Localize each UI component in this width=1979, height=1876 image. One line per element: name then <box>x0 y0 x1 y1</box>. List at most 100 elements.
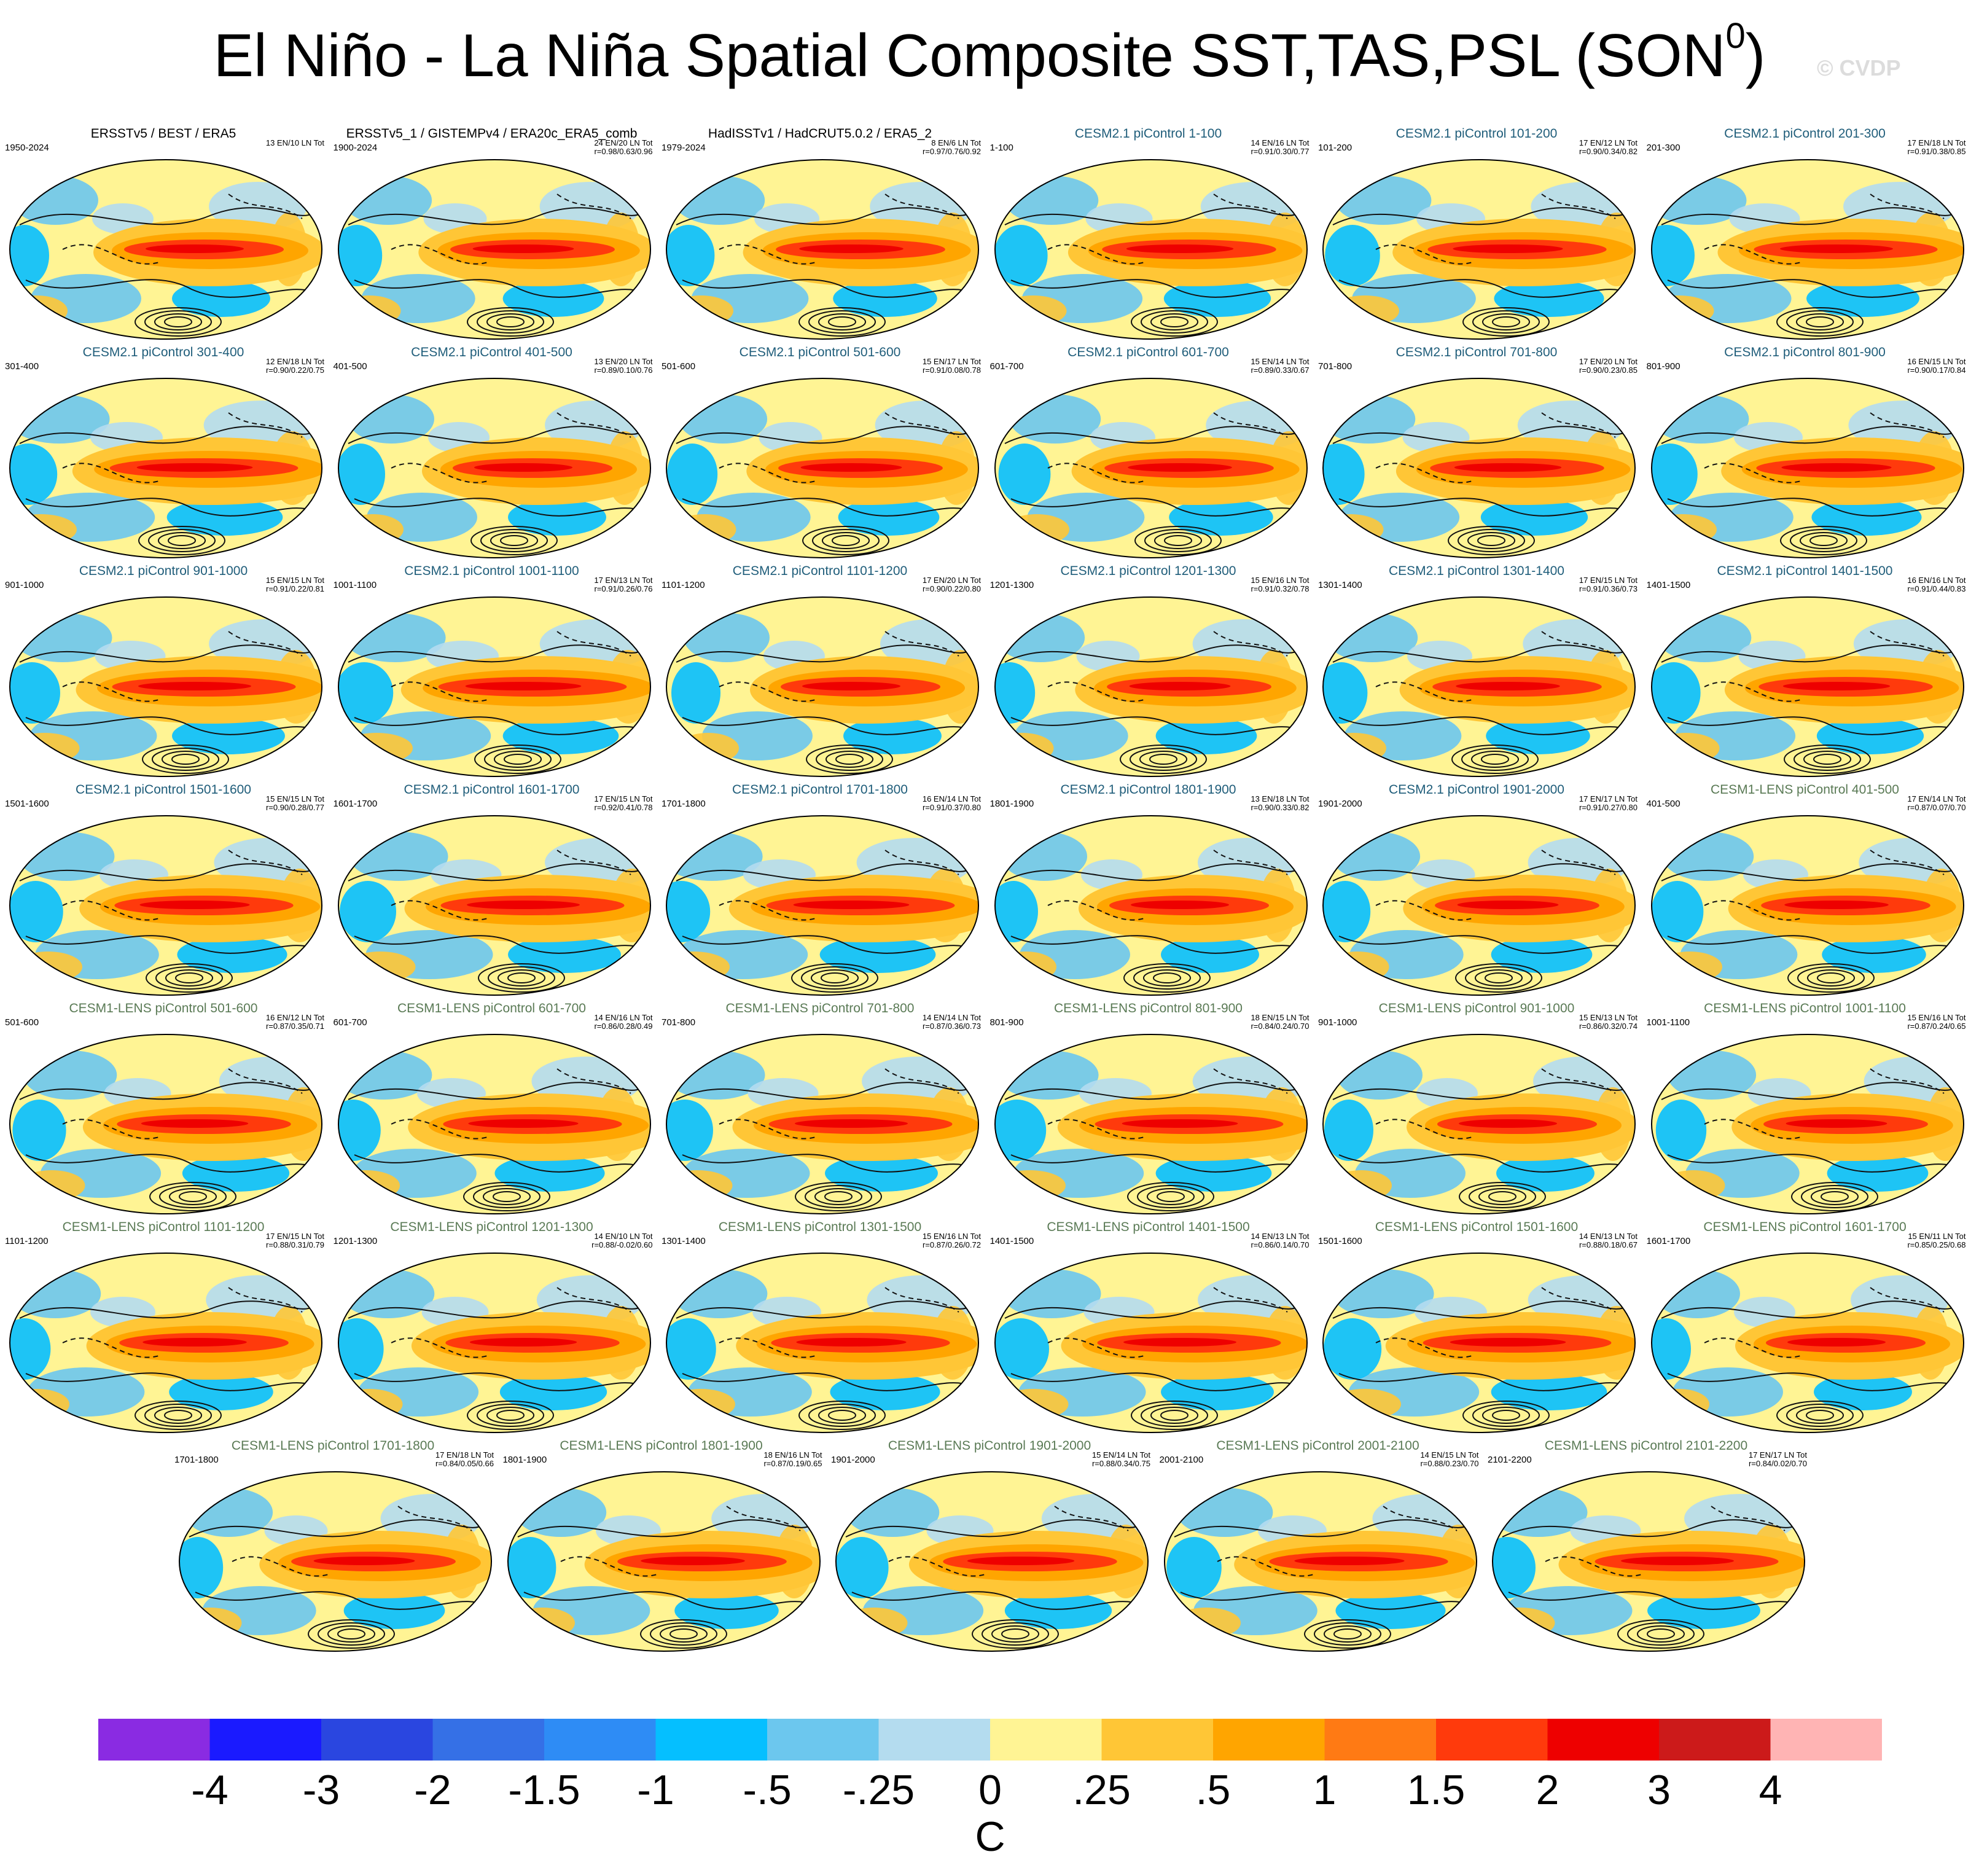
map-panel: CESM1-LENS piControl 501-600 501-600 16 EN… <box>1 1001 326 1220</box>
panel-title: CESM1-LENS piControl 1601-1700 <box>1703 1220 1907 1234</box>
colorbar-swatch <box>1547 1719 1660 1761</box>
map-border <box>1650 1034 1964 1214</box>
panel-event-count: 12 EN/18 LN Tot <box>265 357 324 366</box>
panel-title: CESM2.1 piControl 1301-1400 <box>1388 564 1564 578</box>
colorbar-swatch <box>432 1719 545 1761</box>
panel-title: CESM2.1 piControl 1601-1700 <box>404 783 580 797</box>
panel-correlation: r=0.90/0.28/0.77 <box>265 803 324 812</box>
map-border <box>1650 1253 1964 1433</box>
map-panel: CESM2.1 piControl 1401-1500 1401-1500 16 E… <box>1643 564 1967 783</box>
panel-title: CESM2.1 piControl 401-500 <box>411 345 572 359</box>
panel-years: 501-600 <box>662 361 696 372</box>
map-panel: CESM1-LENS piControl 901-1000 901-1000 15 … <box>1314 1001 1639 1220</box>
map-panel: CESM2.1 piControl 1301-1400 1301-1400 17 E… <box>1314 564 1639 783</box>
panel-event-count: 14 EN/16 LN Tot <box>1251 138 1310 147</box>
map-border <box>9 596 322 777</box>
panel-years: 1601-1700 <box>1646 1236 1691 1246</box>
panel-event-count: 15 EN/13 LN Tot <box>1579 1013 1637 1022</box>
map-field <box>507 1472 820 1651</box>
panel-years: 401-500 <box>333 361 367 372</box>
composite-map <box>666 378 979 558</box>
panel-event-count: 17 EN/13 LN Tot <box>594 576 653 585</box>
composite-map <box>1650 596 1964 777</box>
panel-correlation: r=0.87/0.26/0.72 <box>922 1240 981 1249</box>
colorbar-swatch <box>209 1719 322 1761</box>
composite-map <box>1322 1253 1636 1433</box>
panel-event-count: 17 EN/12 LN Tot <box>1579 138 1637 147</box>
map-field <box>666 378 978 558</box>
panel-title: CESM2.1 piControl 1501-1600 <box>75 783 251 797</box>
map-field <box>1651 1034 1964 1214</box>
colorbar-tick-label: -1 <box>637 1767 674 1813</box>
map-panel: CESM2.1 piControl 1501-1600 1501-1600 15 E… <box>1 783 326 1001</box>
panel-years: 1401-1500 <box>1646 580 1691 590</box>
panel-years: 801-900 <box>1646 361 1680 372</box>
panel-title: CESM2.1 piControl 1701-1800 <box>732 783 908 797</box>
map-border <box>666 159 979 340</box>
map-field <box>666 1253 978 1432</box>
composite-map <box>994 159 1308 340</box>
map-field <box>1164 1472 1477 1651</box>
composite-map <box>1322 815 1636 996</box>
panel-years: 1-100 <box>990 143 1013 153</box>
colorbar-tick-label: 4 <box>1758 1767 1782 1813</box>
panel-years: 1001-1100 <box>333 580 377 590</box>
map-border <box>337 1253 651 1433</box>
panel-correlation: r=0.86/0.28/0.49 <box>594 1022 653 1031</box>
map-panel: CESM2.1 piControl 701-800 701-800 17 EN/20… <box>1314 345 1639 564</box>
panel-title: CESM1-LENS piControl 1001-1100 <box>1704 1001 1906 1015</box>
panel-event-count: 8 EN/6 LN Tot <box>931 138 981 147</box>
map-panel: CESM2.1 piControl 1801-1900 1801-1900 13 E… <box>986 783 1311 1001</box>
panel-years: 901-1000 <box>1318 1017 1357 1028</box>
map-field <box>666 160 978 339</box>
panel-years: 1501-1600 <box>1318 1236 1362 1246</box>
panel-event-count: 17 EN/18 LN Tot <box>435 1450 494 1460</box>
composite-map <box>994 378 1308 558</box>
colorbar-swatch <box>1659 1719 1771 1761</box>
map-panel: CESM2.1 piControl 1601-1700 1601-1700 17 E… <box>330 783 654 1001</box>
panel-correlation: r=0.92/0.41/0.78 <box>594 803 653 812</box>
panel-years: 801-900 <box>990 1017 1024 1028</box>
panel-event-count: 15 EN/15 LN Tot <box>265 576 324 585</box>
map-panel: CESM2.1 piControl 1201-1300 1201-1300 15 E… <box>986 564 1311 783</box>
map-border <box>994 159 1308 340</box>
colorbar-tick-label: -3 <box>302 1767 340 1813</box>
map-border <box>994 378 1308 558</box>
panel-correlation: r=0.84/0.24/0.70 <box>1251 1022 1310 1031</box>
panel-title: ERSSTv5 / BEST / ERA5 <box>90 127 236 141</box>
composite-map <box>337 159 651 340</box>
map-border <box>337 815 651 996</box>
figure-title: El Niño - La Niña Spatial Composite SST,… <box>0 18 1979 92</box>
map-panel: CESM1-LENS piControl 1201-1300 1201-1300 1… <box>330 1220 654 1439</box>
panel-title: CESM1-LENS piControl 1301-1500 <box>718 1220 922 1234</box>
panel-years: 1201-1300 <box>333 1236 378 1246</box>
figure-title-superscript: 0 <box>1725 16 1746 56</box>
map-border <box>9 159 322 340</box>
colorbar-tick-label: .5 <box>1195 1767 1231 1813</box>
panel-title: CESM2.1 piControl 1901-2000 <box>1388 783 1564 797</box>
panel-years: 1001-1100 <box>1646 1017 1690 1028</box>
panel-correlation: r=0.90/0.33/0.82 <box>1251 803 1310 812</box>
panel-event-count: 17 EN/15 LN Tot <box>594 794 653 803</box>
map-panel: CESM2.1 piControl 1-100 1-100 14 EN/16 LN … <box>986 127 1311 345</box>
panel-event-count: 17 EN/17 LN Tot <box>1579 794 1637 803</box>
map-panel: CESM1-LENS piControl 1501-1600 1501-1600 1… <box>1314 1220 1639 1439</box>
panel-event-count: 18 EN/16 LN Tot <box>763 1450 822 1460</box>
panel-event-count: 15 EN/14 LN Tot <box>1251 357 1310 366</box>
map-border <box>994 1034 1308 1214</box>
panel-correlation: r=0.91/0.32/0.78 <box>1251 584 1310 593</box>
map-panel: ERSSTv5 / BEST / ERA5 1950-2024 13 EN/10 L… <box>1 127 326 345</box>
panel-years: 501-600 <box>5 1017 39 1028</box>
map-field <box>10 1034 322 1214</box>
panel-years: 2101-2200 <box>1488 1455 1532 1465</box>
panel-title: CESM2.1 piControl 1101-1200 <box>732 564 908 578</box>
map-panel: CESM2.1 piControl 901-1000 901-1000 15 EN/… <box>1 564 326 783</box>
map-border <box>666 1253 979 1433</box>
panel-event-count: 15 EN/17 LN Tot <box>922 357 981 366</box>
composite-map <box>1650 378 1964 558</box>
panel-event-count: 14 EN/13 LN Tot <box>1251 1232 1310 1241</box>
map-border <box>994 596 1308 777</box>
panel-title: CESM2.1 piControl 1001-1100 <box>404 564 579 578</box>
map-panel: CESM2.1 piControl 1001-1100 1001-1100 17 E… <box>330 564 654 783</box>
composite-map <box>994 1034 1308 1214</box>
